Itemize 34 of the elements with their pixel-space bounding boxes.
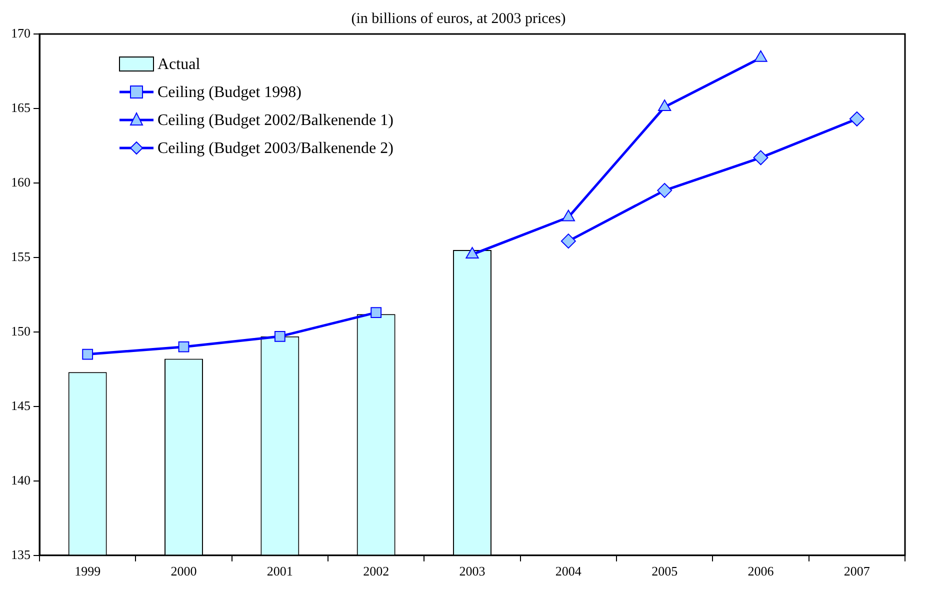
point	[274, 330, 286, 342]
chart-title: (in billions of euros, at 2003 prices)	[351, 10, 566, 27]
x-tick-label: 2007	[844, 564, 870, 579]
x-tick-label: 2003	[459, 564, 486, 579]
point	[562, 210, 575, 222]
point	[178, 341, 190, 352]
x-tick-label: 1999	[74, 564, 101, 579]
x-tick-label: 2005	[652, 564, 678, 579]
x-tick-label: 2006	[748, 564, 774, 579]
point	[560, 234, 576, 249]
point	[658, 99, 672, 111]
point	[754, 50, 768, 62]
y-tick-label: 135	[11, 546, 30, 562]
legend-label: Ceiling (Budget 1998)	[158, 84, 302, 102]
x-tick-label: 2004	[555, 564, 582, 579]
point	[849, 111, 864, 126]
point	[657, 182, 672, 198]
x-tick-label: 2000	[170, 564, 197, 579]
legend-label: Actual	[158, 56, 201, 74]
y-tick-label: 150	[11, 323, 30, 338]
y-tick-label: 140	[11, 472, 30, 488]
point	[82, 348, 94, 360]
x-tick-label: 2002	[363, 564, 390, 579]
y-tick-label: 160	[11, 174, 30, 190]
point	[753, 150, 768, 166]
y-tick-label: 155	[11, 248, 30, 264]
y-tick-label: 145	[11, 398, 30, 413]
x-tick-label: 2001	[266, 564, 293, 579]
legend-label: Ceiling (Budget 2003/Balkenende 2)	[158, 140, 394, 158]
point	[466, 246, 479, 258]
y-tick-label: 170	[11, 25, 30, 40]
y-tick-label: 165	[11, 100, 30, 115]
legend-label: Ceiling (Budget 2002/Balkenende 1)	[158, 112, 394, 130]
point	[370, 307, 382, 318]
